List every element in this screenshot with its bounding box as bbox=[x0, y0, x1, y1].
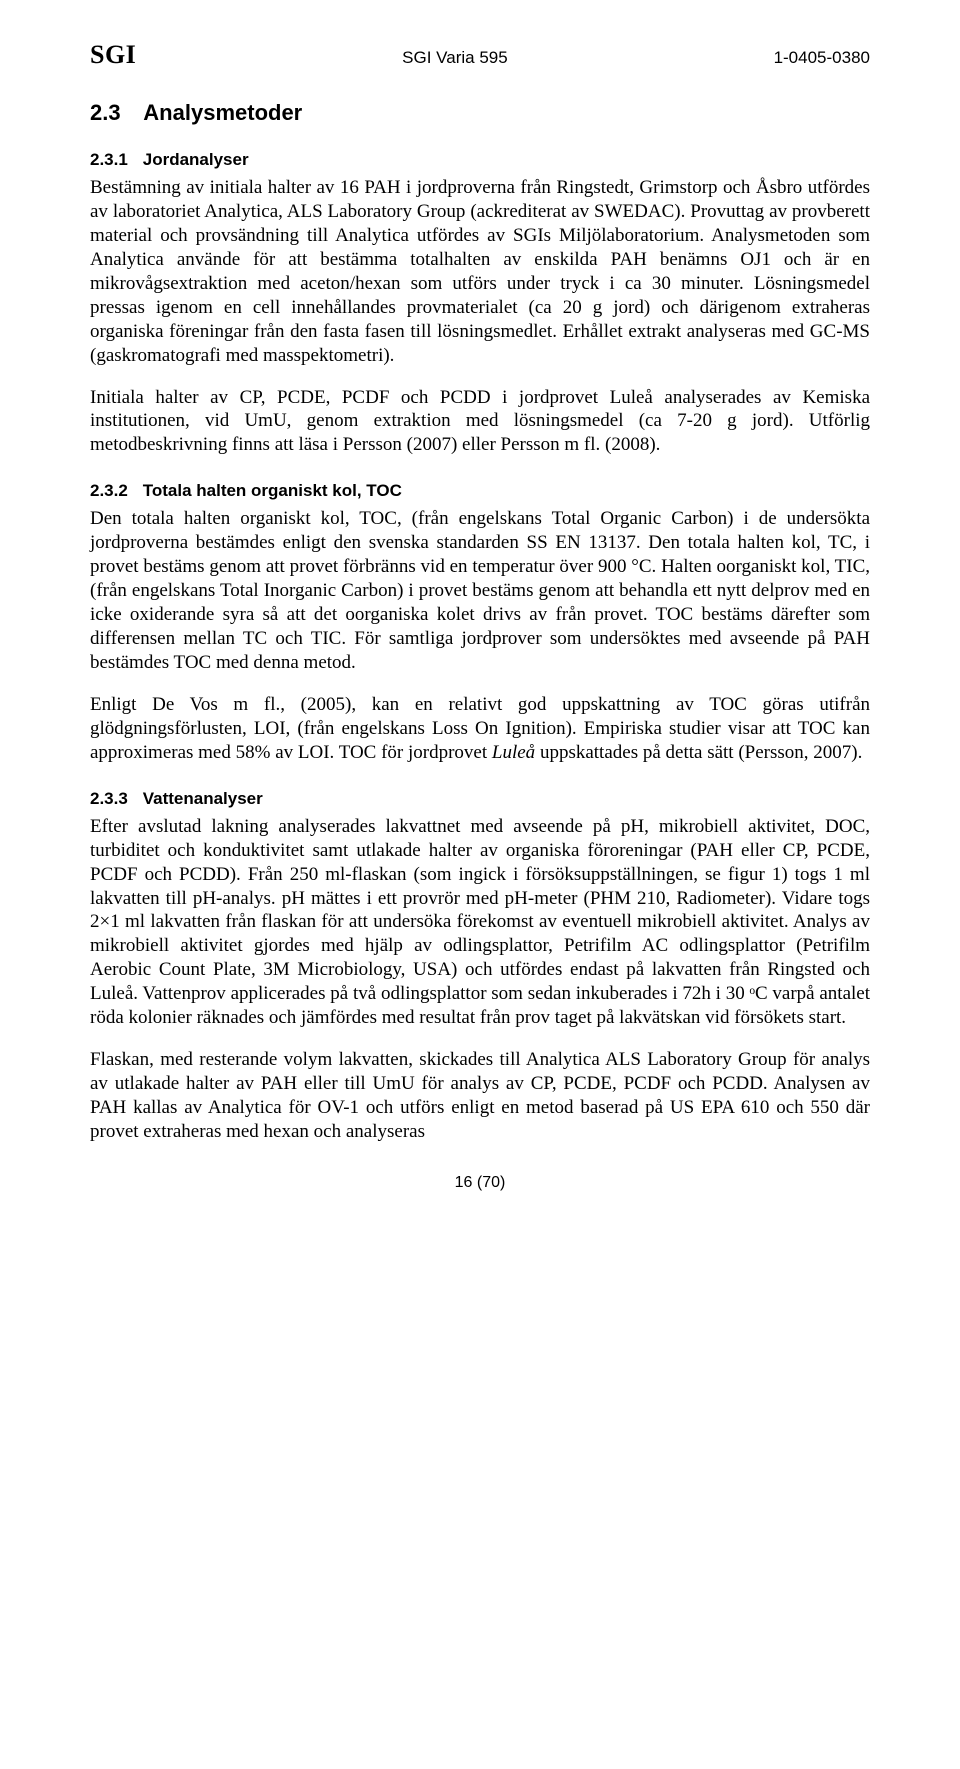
header-brand: SGI bbox=[90, 40, 136, 70]
subsection-title: Vattenanalyser bbox=[143, 789, 263, 808]
body-paragraph: Bestämning av initiala halter av 16 PAH … bbox=[90, 176, 870, 368]
body-paragraph: Enligt De Vos m fl., (2005), kan en rela… bbox=[90, 693, 870, 765]
subsection-heading-2-3-3: 2.3.3 Vattenanalyser bbox=[90, 789, 870, 809]
subsection-number: 2.3.2 bbox=[90, 481, 138, 501]
subsection-heading-2-3-2: 2.3.2 Totala halten organiskt kol, TOC bbox=[90, 481, 870, 501]
section-title: Analysmetoder bbox=[143, 100, 302, 125]
header-ref-number: 1-0405-0380 bbox=[774, 48, 870, 68]
section-heading-2-3: 2.3 Analysmetoder bbox=[90, 100, 870, 126]
header-doc-id: SGI Varia 595 bbox=[402, 48, 508, 68]
body-paragraph: Efter avslutad lakning analyserades lakv… bbox=[90, 815, 870, 1030]
subsection-number: 2.3.3 bbox=[90, 789, 138, 809]
subsection-heading-2-3-1: 2.3.1 Jordanalyser bbox=[90, 150, 870, 170]
page: SGI SGI Varia 595 1-0405-0380 2.3 Analys… bbox=[0, 0, 960, 1232]
body-paragraph: Flaskan, med resterande volym lakvatten,… bbox=[90, 1048, 870, 1144]
page-number: 16 (70) bbox=[90, 1174, 870, 1192]
section-number: 2.3 bbox=[90, 100, 138, 126]
body-paragraph: Den totala halten organiskt kol, TOC, (f… bbox=[90, 507, 870, 675]
subsection-title: Totala halten organiskt kol, TOC bbox=[143, 481, 402, 500]
body-text: uppskattades på detta sätt (Persson, 200… bbox=[535, 742, 862, 763]
italic-term: Luleå bbox=[492, 742, 535, 763]
subsection-number: 2.3.1 bbox=[90, 150, 138, 170]
body-paragraph: Initiala halter av CP, PCDE, PCDF och PC… bbox=[90, 386, 870, 458]
subsection-title: Jordanalyser bbox=[143, 150, 249, 169]
page-header: SGI SGI Varia 595 1-0405-0380 bbox=[90, 40, 870, 70]
